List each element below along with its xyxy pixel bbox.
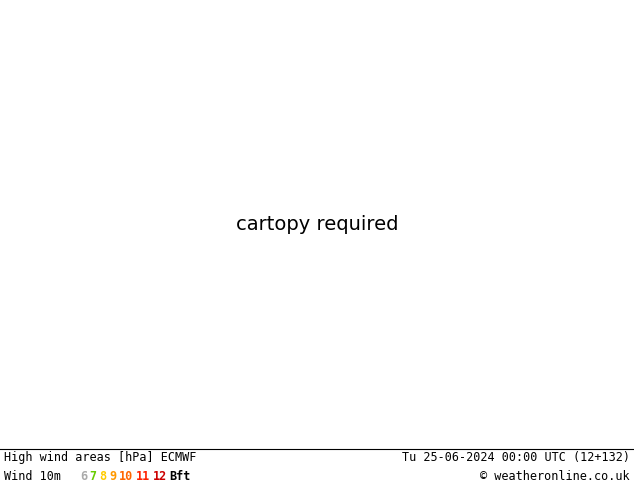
Text: High wind areas [hPa] ECMWF: High wind areas [hPa] ECMWF	[4, 451, 197, 465]
Text: 8: 8	[100, 470, 107, 483]
Text: Wind 10m: Wind 10m	[4, 470, 61, 483]
Text: cartopy required: cartopy required	[236, 215, 398, 234]
Text: 11: 11	[136, 470, 150, 483]
Text: Tu 25-06-2024 00:00 UTC (12+132): Tu 25-06-2024 00:00 UTC (12+132)	[402, 451, 630, 465]
Text: 10: 10	[119, 470, 133, 483]
Text: 9: 9	[109, 470, 116, 483]
Text: Bft: Bft	[169, 470, 191, 483]
Text: 12: 12	[153, 470, 167, 483]
Text: © weatheronline.co.uk: © weatheronline.co.uk	[481, 470, 630, 483]
Text: 6: 6	[80, 470, 87, 483]
Text: 7: 7	[89, 470, 97, 483]
